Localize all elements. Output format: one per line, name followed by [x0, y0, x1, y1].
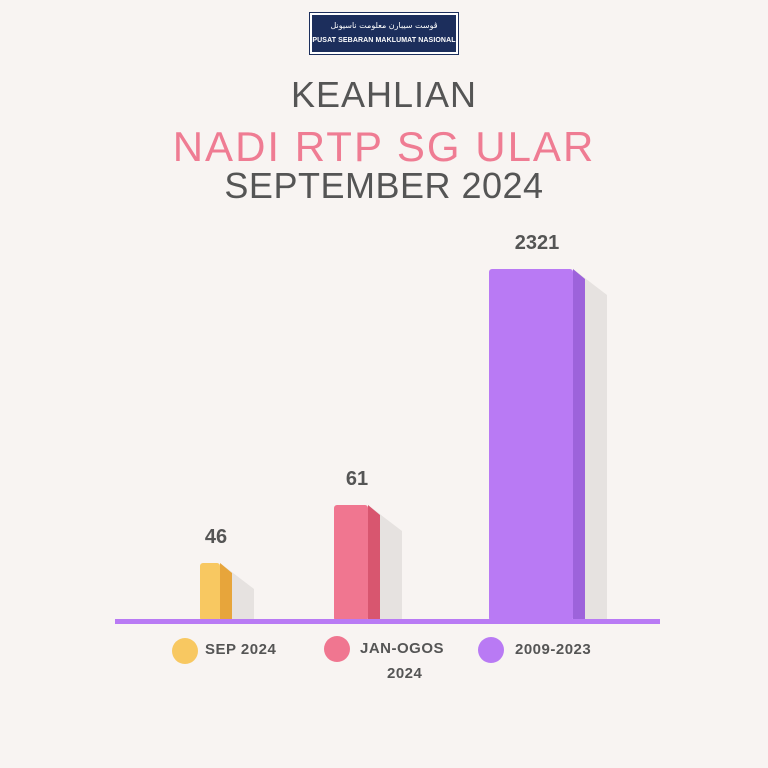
bar-2009-2023: [489, 269, 573, 621]
legend-label-jan-ogos: JAN-OGOS: [360, 640, 445, 657]
logo-jawi-text: ڤوست سيبارن معلومت ناسيونل: [330, 21, 438, 30]
chart-baseline: [115, 619, 660, 624]
logo: ڤوست سيبارن معلومت ناسيونل PUSAT SEBARAN…: [310, 13, 458, 54]
title-nadi: NADI RTP SG ULAR: [172, 123, 596, 170]
data-label-sep-2024: 46: [205, 526, 227, 548]
logo-latin-text: PUSAT SEBARAN MAKLUMAT NASIONAL: [312, 37, 456, 44]
legend-label-2009-2023: 2009-2023: [515, 641, 592, 658]
data-label-2009-2023: 2321: [515, 232, 560, 254]
legend-label-2024: 2024: [387, 665, 423, 682]
legend-dot-jan-ogos-2024: [324, 636, 350, 662]
bar-side-2009-2023: [573, 269, 585, 621]
title-keahlian: KEAHLIAN: [290, 74, 478, 115]
legend-label-sep-2024: SEP 2024: [205, 641, 277, 658]
title-date: SEPTEMBER 2024: [224, 165, 544, 206]
legend-dot-2009-2023: [478, 637, 504, 663]
data-label-jan-ogos-2024: 61: [346, 468, 368, 490]
legend-dot-sep-2024: [172, 638, 198, 664]
bar-sep-2024: [200, 563, 220, 621]
bar-side-jan-ogos-2024: [368, 505, 380, 621]
bar-jan-ogos-2024: [334, 505, 368, 621]
bar-side-sep-2024: [220, 563, 232, 621]
